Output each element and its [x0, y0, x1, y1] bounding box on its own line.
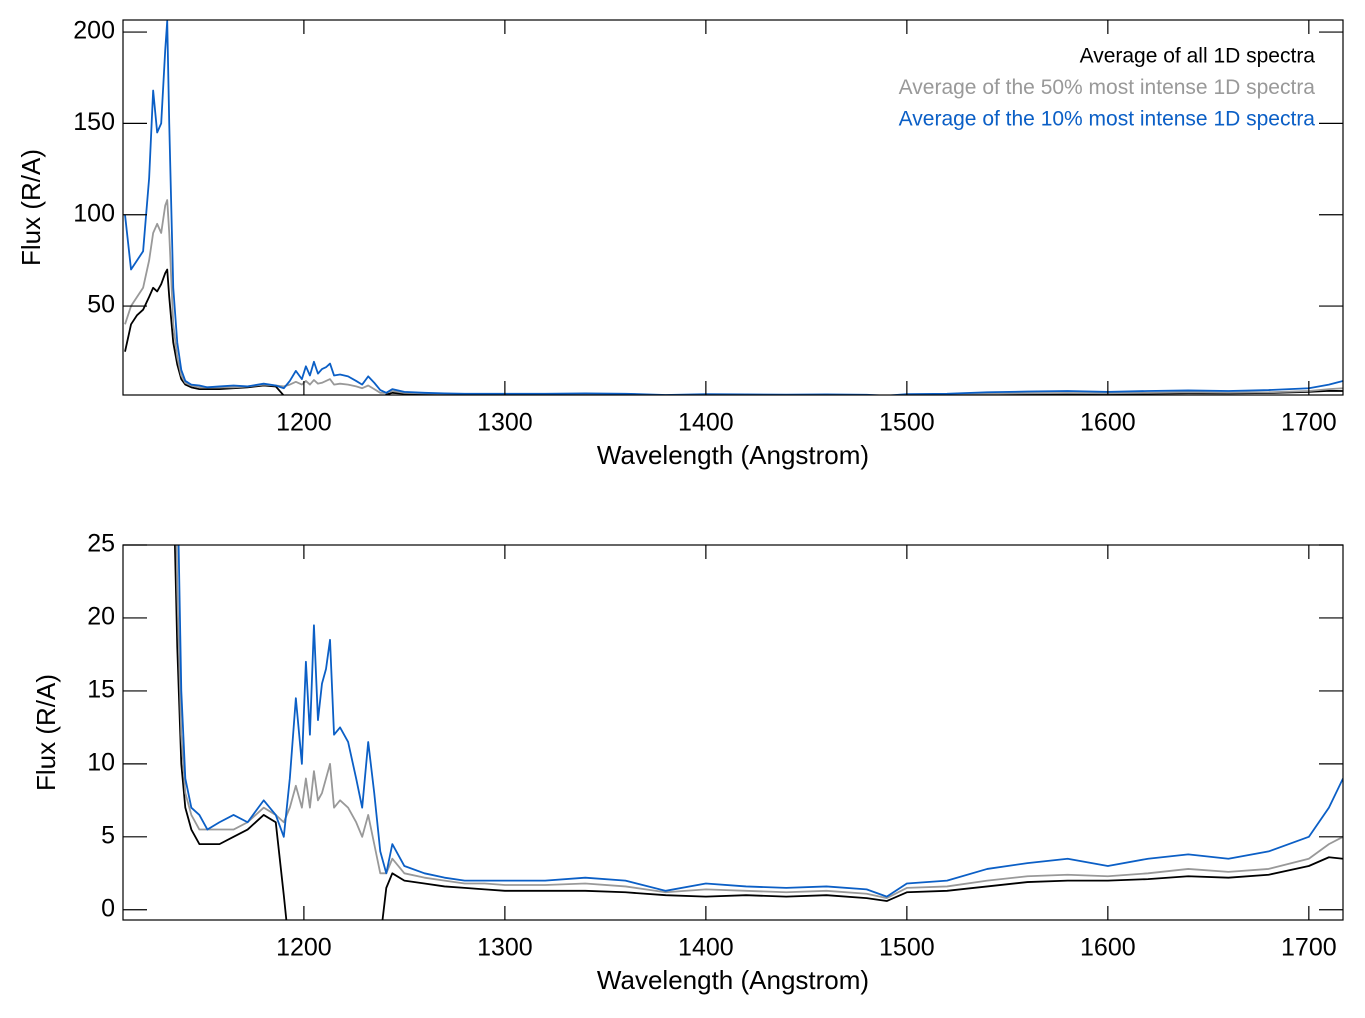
series-line — [124, 268, 1343, 395]
x-tick-label: 1600 — [1080, 409, 1136, 437]
x-tick-label: 1500 — [879, 934, 935, 962]
plot-frame — [122, 544, 1344, 921]
legend-entry: Average of the 50% most intense 1D spect… — [899, 76, 1316, 99]
series-line — [124, 199, 1343, 395]
y-axis-label: Flux (R/A) — [31, 674, 61, 791]
x-tick-label: 1200 — [276, 409, 332, 437]
y-tick-label: 25 — [87, 530, 115, 558]
x-tick-label: 1300 — [477, 409, 533, 437]
y-tick-label: 0 — [101, 894, 115, 922]
legend-entry: Average of all 1D spectra — [1080, 45, 1316, 68]
y-axis-label: Flux (R/A) — [16, 149, 46, 266]
series-line — [125, 545, 1343, 920]
plot-area — [125, 545, 1343, 920]
y-tick-label: 100 — [73, 199, 115, 227]
y-tick-label: 50 — [87, 291, 115, 319]
x-tick-label: 1200 — [276, 934, 332, 962]
y-tick-label: 15 — [87, 676, 115, 704]
legend-entry: Average of the 10% most intense 1D spect… — [899, 108, 1316, 131]
series-line — [175, 545, 1343, 900]
y-tick-label: 200 — [73, 17, 115, 45]
x-tick-label: 1400 — [678, 409, 734, 437]
plot-frame — [122, 19, 1344, 396]
y-tick-label: 10 — [87, 748, 115, 776]
x-tick-label: 1300 — [477, 934, 533, 962]
x-axis-label: Wavelength (Angstrom) — [597, 440, 869, 470]
x-tick-label: 1400 — [678, 934, 734, 962]
x-axis-label: Wavelength (Angstrom) — [597, 965, 869, 995]
x-tick-label: 1600 — [1080, 934, 1136, 962]
y-tick-label: 5 — [101, 821, 115, 849]
y-tick-label: 150 — [73, 108, 115, 136]
y-tick-label: 20 — [87, 603, 115, 631]
x-tick-label: 1700 — [1281, 934, 1337, 962]
series-line — [177, 545, 1343, 898]
x-tick-label: 1700 — [1281, 409, 1337, 437]
x-tick-label: 1500 — [879, 409, 935, 437]
